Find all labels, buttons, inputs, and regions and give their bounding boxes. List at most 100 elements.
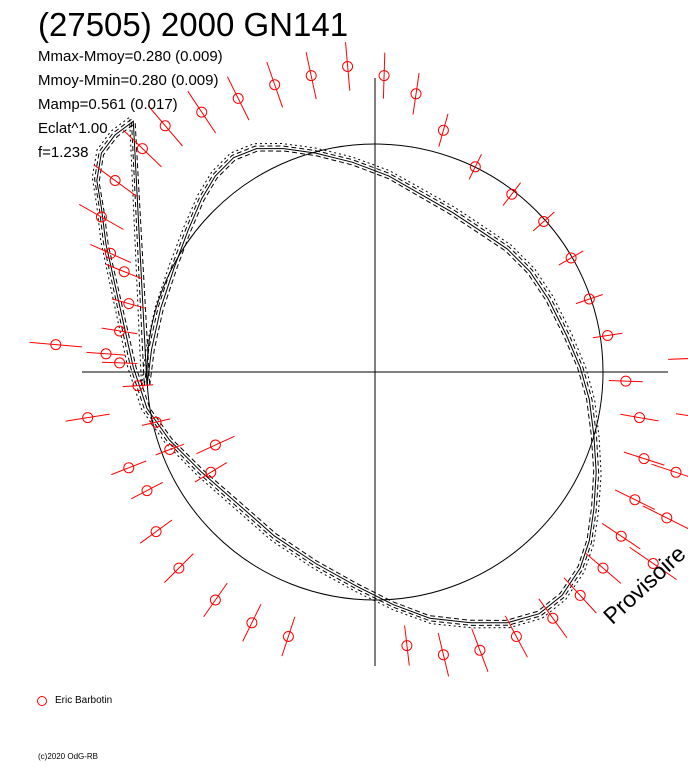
error-bar xyxy=(226,76,250,121)
error-bar xyxy=(93,164,137,197)
data-point xyxy=(105,247,116,259)
data-point xyxy=(209,594,221,606)
legend-marker-icon xyxy=(37,696,47,706)
data-point xyxy=(196,106,208,118)
data-point xyxy=(95,211,107,223)
fit-curve-2 xyxy=(98,122,595,621)
error-bar xyxy=(563,577,597,614)
data-point xyxy=(173,562,185,574)
error-bar xyxy=(111,460,147,476)
error-bar xyxy=(345,42,351,91)
error-bar xyxy=(266,61,284,108)
data-point xyxy=(282,631,294,642)
data-point xyxy=(538,216,550,227)
error-bar xyxy=(101,361,138,364)
data-point xyxy=(123,462,135,474)
error-bar xyxy=(86,351,126,356)
data-point xyxy=(474,644,486,656)
error-bar xyxy=(79,203,124,230)
data-point xyxy=(510,631,522,642)
data-point xyxy=(437,124,449,136)
data-point xyxy=(205,466,217,478)
data-point xyxy=(401,640,413,652)
data-point xyxy=(615,530,627,542)
error-bar xyxy=(502,182,521,206)
error-bar xyxy=(412,73,420,115)
data-point xyxy=(50,339,62,351)
error-bar xyxy=(668,358,688,360)
error-bar xyxy=(187,90,217,134)
data-point xyxy=(410,88,422,100)
data-point xyxy=(246,617,258,629)
error-bar xyxy=(438,113,449,147)
fit-curve-3 xyxy=(91,116,602,629)
error-bar xyxy=(382,52,386,99)
data-point xyxy=(634,412,645,424)
stat-mamp: Mamp=0.561 (0.017) xyxy=(38,96,178,113)
error-bar xyxy=(242,603,262,642)
error-bar xyxy=(592,332,623,339)
data-point xyxy=(141,485,153,497)
error-bar xyxy=(629,546,677,581)
error-bar xyxy=(90,243,131,263)
error-bar xyxy=(105,263,143,280)
data-point xyxy=(232,92,244,104)
data-point xyxy=(159,120,171,132)
stat-eclat: Eclat^1.00 xyxy=(38,120,108,137)
data-point xyxy=(269,79,281,91)
stat-mmax-mmoy: Mmax-Mmoy=0.280 (0.009) xyxy=(38,48,223,65)
data-point xyxy=(602,330,614,341)
error-bar xyxy=(558,250,584,266)
data-point xyxy=(109,175,121,186)
error-bar xyxy=(305,52,317,100)
copyright-text: (c)2020 OdG-RB xyxy=(38,752,99,761)
error-bar xyxy=(575,294,603,305)
error-bar xyxy=(122,384,154,388)
error-bar xyxy=(620,413,659,422)
error-bar xyxy=(147,105,183,147)
error-bar xyxy=(123,129,162,168)
data-point xyxy=(661,512,673,524)
data-point xyxy=(150,416,162,428)
stat-f: f=1.238 xyxy=(38,144,89,161)
data-point xyxy=(132,380,144,392)
data-point xyxy=(647,558,659,569)
error-bar xyxy=(203,582,228,618)
data-point xyxy=(123,298,135,310)
data-point xyxy=(547,612,559,624)
error-bar xyxy=(601,522,641,550)
data-point xyxy=(437,649,449,661)
error-bar xyxy=(584,552,622,584)
error-bar xyxy=(281,616,296,657)
data-point xyxy=(583,293,595,305)
error-bar xyxy=(196,435,235,455)
data-point xyxy=(305,70,317,82)
data-point xyxy=(209,439,221,451)
error-bar xyxy=(642,505,688,530)
data-point xyxy=(506,188,518,200)
data-point xyxy=(82,412,94,424)
error-bar xyxy=(141,418,171,426)
error-bar xyxy=(538,598,568,638)
fit-curve-0 xyxy=(96,120,597,624)
stat-mmoy-mmin: Mmoy-Mmin=0.280 (0.009) xyxy=(38,72,219,89)
data-point xyxy=(342,61,354,72)
error-bar xyxy=(139,519,173,544)
data-point xyxy=(469,161,481,173)
error-bar xyxy=(194,462,228,483)
error-bar xyxy=(155,443,185,456)
error-bar xyxy=(614,489,656,510)
data-point xyxy=(114,325,126,337)
asteroid-title: (27505) 2000 GN141 xyxy=(38,6,349,43)
error-bar xyxy=(651,463,688,477)
data-point xyxy=(164,444,176,455)
data-point xyxy=(118,266,130,278)
fit-curve-1 xyxy=(94,118,600,626)
error-bar xyxy=(468,153,482,180)
error-bar xyxy=(608,380,643,383)
error-bar xyxy=(101,327,138,335)
data-point xyxy=(574,589,586,601)
fitted-curves xyxy=(91,116,602,629)
error-bar xyxy=(111,298,146,309)
